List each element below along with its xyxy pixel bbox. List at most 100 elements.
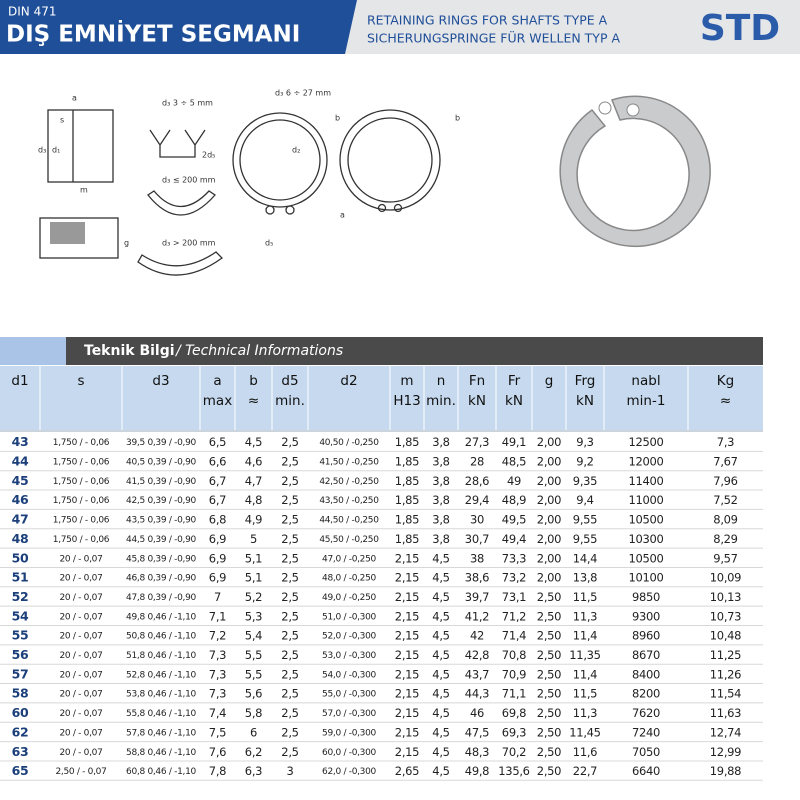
cell: 7,2 [209, 629, 226, 643]
cell: 2,15 [395, 629, 419, 643]
cell: 2,00 [537, 455, 561, 469]
cell: 12,99 [710, 745, 741, 759]
cell: 20 / - 0,07 [59, 632, 102, 642]
cell: 53,0 / -0,300 [322, 651, 376, 661]
cell: 30 [470, 513, 484, 527]
ring-outline-2 [232, 112, 328, 208]
cell: 43,50 / -0,250 [319, 496, 379, 506]
cell: 47,5 [465, 725, 489, 739]
cell: 2,50 [537, 764, 561, 778]
cell: 49,5 [502, 513, 526, 527]
hole-3 [377, 203, 387, 213]
cell: 71,1 [502, 687, 526, 701]
header-row-bg [0, 366, 763, 430]
cell: 6,6 [209, 455, 226, 469]
row-label: 57 [12, 666, 29, 681]
cell: 10300 [628, 532, 663, 546]
cell: 22,7 [573, 764, 597, 778]
cell: 3,8 [432, 493, 449, 507]
cell: 73,3 [502, 551, 526, 565]
column-header: n [437, 373, 446, 389]
cell: 6,9 [209, 551, 226, 565]
cell: 41,5 0,39 / -0,90 [126, 477, 196, 487]
cell: 2,5 [281, 725, 298, 739]
logo: STD [700, 8, 780, 49]
cell: 2,50 [537, 667, 561, 681]
cell: 45,8 0,39 / -0,90 [126, 554, 196, 564]
cell: 7,3 [209, 648, 226, 662]
cell: 70,8 [502, 648, 526, 662]
diagram-label: a [72, 94, 77, 103]
cell: 55,0 / -0,300 [322, 690, 376, 700]
cell: 7,96 [713, 474, 737, 488]
cell: 6640 [632, 764, 660, 778]
cell: 2,50 [537, 745, 561, 759]
cell: 49,4 [502, 532, 526, 546]
cell: 7,5 [209, 725, 226, 739]
cell: 46,8 0,39 / -0,90 [126, 574, 196, 584]
column-header: m [400, 373, 413, 389]
column-header: d5 [281, 373, 298, 389]
cell: 20 / - 0,07 [59, 574, 102, 584]
cell: 4,5 [432, 590, 449, 604]
diagram-label: d₃ ≤ 200 mm [162, 176, 216, 185]
cell: 3,8 [432, 455, 449, 469]
cell: 4,6 [245, 455, 262, 469]
diagram-label: d₅ [265, 239, 273, 248]
row-label: 63 [12, 744, 29, 759]
cell: 29,4 [465, 493, 489, 507]
column-header: s [77, 373, 84, 389]
cell: 5,2 [245, 590, 262, 604]
section-fill [50, 222, 85, 244]
cell: 1,85 [395, 455, 419, 469]
cell: 60,0 / -0,300 [322, 748, 376, 758]
cell: 71,2 [502, 609, 526, 623]
cell: 20 / - 0,07 [59, 593, 102, 603]
cell: 2,15 [395, 648, 419, 662]
column-header: Fr [508, 373, 521, 389]
cell: 2,5 [281, 532, 298, 546]
cell: 11000 [628, 493, 663, 507]
cell: 3,8 [432, 435, 449, 449]
cell: 42,8 [465, 648, 489, 662]
column-header: kN [468, 393, 486, 409]
cell: 7,1 [209, 609, 226, 623]
cell: 5,4 [245, 629, 262, 643]
row-label: 58 [12, 686, 29, 701]
hole-1 [265, 205, 275, 215]
cell: 2,15 [395, 590, 419, 604]
cell: 53,8 0,46 / -1,10 [126, 690, 196, 700]
cell: 38 [470, 551, 484, 565]
cell: 1,750 / - 0,06 [53, 477, 110, 487]
cell: 6,5 [209, 435, 226, 449]
cell: 49,8 [465, 764, 489, 778]
column-header: min. [426, 393, 456, 409]
cell: 58,8 0,46 / -1,10 [126, 748, 196, 758]
cell: 2,50 [537, 725, 561, 739]
cell: 5,5 [245, 667, 262, 681]
cell: 4,5 [432, 667, 449, 681]
cell: 9,4 [576, 493, 593, 507]
cell: 51,8 0,46 / -1,10 [126, 651, 196, 661]
cell: 5,6 [245, 687, 262, 701]
cell: 2,15 [395, 571, 419, 585]
diagram-label: d₂ [292, 146, 300, 155]
cell: 2,5 [281, 455, 298, 469]
diagram-label: d₃ [38, 146, 46, 155]
cell: 49 [507, 474, 521, 488]
cell: 2,15 [395, 725, 419, 739]
cell: 12,74 [710, 725, 741, 739]
cell: 10,09 [710, 571, 741, 585]
cell: 28,6 [465, 474, 489, 488]
cell: 42,5 0,39 / -0,90 [126, 496, 196, 506]
arc-medium [147, 190, 216, 216]
column-header: Frg [575, 373, 596, 389]
cell: 10,48 [710, 629, 741, 643]
row-label: 45 [12, 473, 29, 488]
cell: 38,6 [465, 571, 489, 585]
cell: 3,8 [432, 474, 449, 488]
cell: 5,1 [245, 551, 262, 565]
cell: 44,3 [465, 687, 489, 701]
cell: 55,8 0,46 / -1,10 [126, 709, 196, 719]
cell: 70,9 [502, 667, 526, 681]
